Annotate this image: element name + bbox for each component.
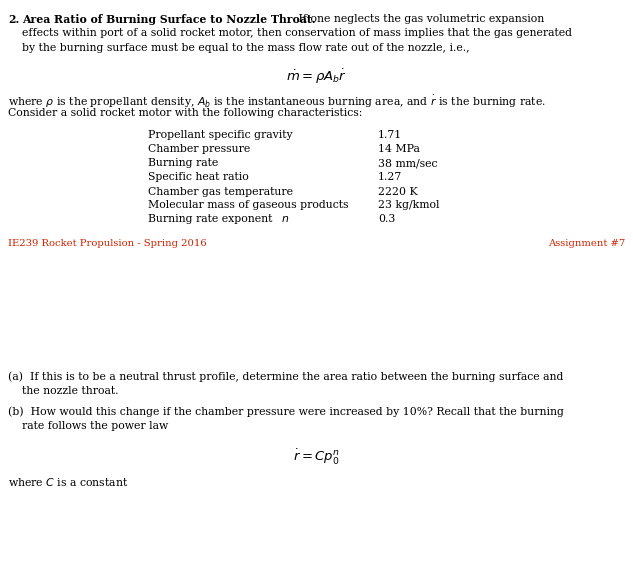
Text: 2220 K: 2220 K <box>378 187 418 196</box>
Text: where $\rho$ is the propellant density, $A_b$ is the instantaneous burning area,: where $\rho$ is the propellant density, … <box>8 94 546 110</box>
Text: 38 mm/sec: 38 mm/sec <box>378 159 437 168</box>
Text: the nozzle throat.: the nozzle throat. <box>22 386 118 396</box>
Text: $n$: $n$ <box>281 214 289 224</box>
Text: 1.27: 1.27 <box>378 173 402 182</box>
Text: where $C$ is a constant: where $C$ is a constant <box>8 475 128 487</box>
Text: Burning rate exponent: Burning rate exponent <box>148 214 276 224</box>
Text: Molecular mass of gaseous products: Molecular mass of gaseous products <box>148 200 349 210</box>
Text: Assignment #7: Assignment #7 <box>548 238 625 248</box>
Text: Specific heat ratio: Specific heat ratio <box>148 173 249 182</box>
Text: If one neglects the gas volumetric expansion: If one neglects the gas volumetric expan… <box>295 14 544 24</box>
Text: 23 kg/kmol: 23 kg/kmol <box>378 200 439 210</box>
Text: 1.71: 1.71 <box>378 131 402 141</box>
Text: IE239 Rocket Propulsion - Spring 2016: IE239 Rocket Propulsion - Spring 2016 <box>8 238 206 248</box>
Text: Propellant specific gravity: Propellant specific gravity <box>148 131 292 141</box>
Text: rate follows the power law: rate follows the power law <box>22 421 168 431</box>
Text: Consider a solid rocket motor with the following characteristics:: Consider a solid rocket motor with the f… <box>8 108 362 118</box>
Text: $\dot{r} = Cp_0^n$: $\dot{r} = Cp_0^n$ <box>293 447 340 467</box>
Text: 2.: 2. <box>8 14 19 25</box>
Text: effects within port of a solid rocket motor, then conservation of mass implies t: effects within port of a solid rocket mo… <box>22 28 572 38</box>
Text: 14 MPa: 14 MPa <box>378 145 420 155</box>
Text: Area Ratio of Burning Surface to Nozzle Throat.: Area Ratio of Burning Surface to Nozzle … <box>22 14 316 25</box>
Text: (a)  If this is to be a neutral thrust profile, determine the area ratio between: (a) If this is to be a neutral thrust pr… <box>8 371 563 382</box>
Text: 0.3: 0.3 <box>378 214 396 224</box>
Text: Burning rate: Burning rate <box>148 159 218 168</box>
Text: $\dot{m} = \rho A_b\dot{r}$: $\dot{m} = \rho A_b\dot{r}$ <box>286 67 347 86</box>
Text: (b)  How would this change if the chamber pressure were increased by 10%? Recall: (b) How would this change if the chamber… <box>8 407 564 417</box>
Text: by the burning surface must be equal to the mass flow rate out of the nozzle, i.: by the burning surface must be equal to … <box>22 43 470 53</box>
Text: Chamber gas temperature: Chamber gas temperature <box>148 187 293 196</box>
Text: Chamber pressure: Chamber pressure <box>148 145 250 155</box>
